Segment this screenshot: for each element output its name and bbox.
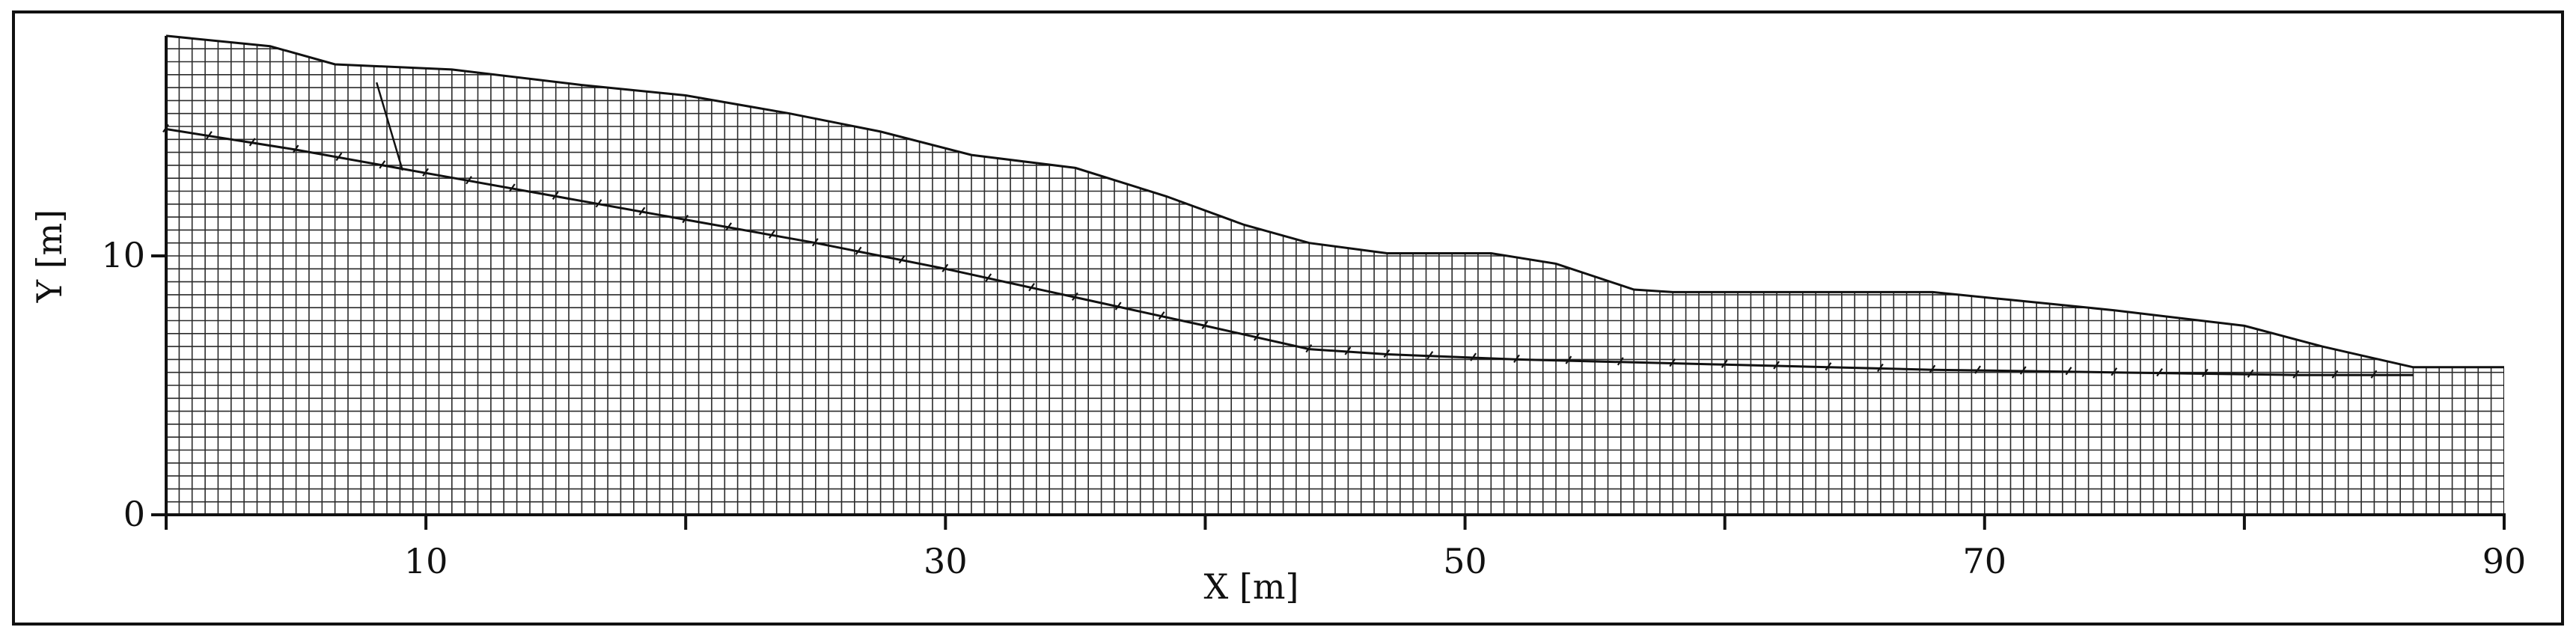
x-tick-label: 90 — [2482, 541, 2527, 581]
y-axis-label: Y [m] — [29, 210, 70, 304]
x-axis-label: X [m] — [1204, 566, 1299, 607]
x-tick-label: 70 — [1963, 541, 2007, 581]
ground-surface-line — [165, 34, 2504, 369]
x-tick-label: 50 — [1443, 541, 1487, 581]
axes: 10 30 50 70 90 0 10 — [101, 35, 2527, 581]
scarp-line — [376, 82, 404, 171]
y-tick-label: 0 — [123, 494, 145, 534]
x-tick-label: 30 — [924, 541, 968, 581]
x-tick-label: 10 — [404, 541, 448, 581]
y-tick-label: 10 — [101, 235, 145, 275]
